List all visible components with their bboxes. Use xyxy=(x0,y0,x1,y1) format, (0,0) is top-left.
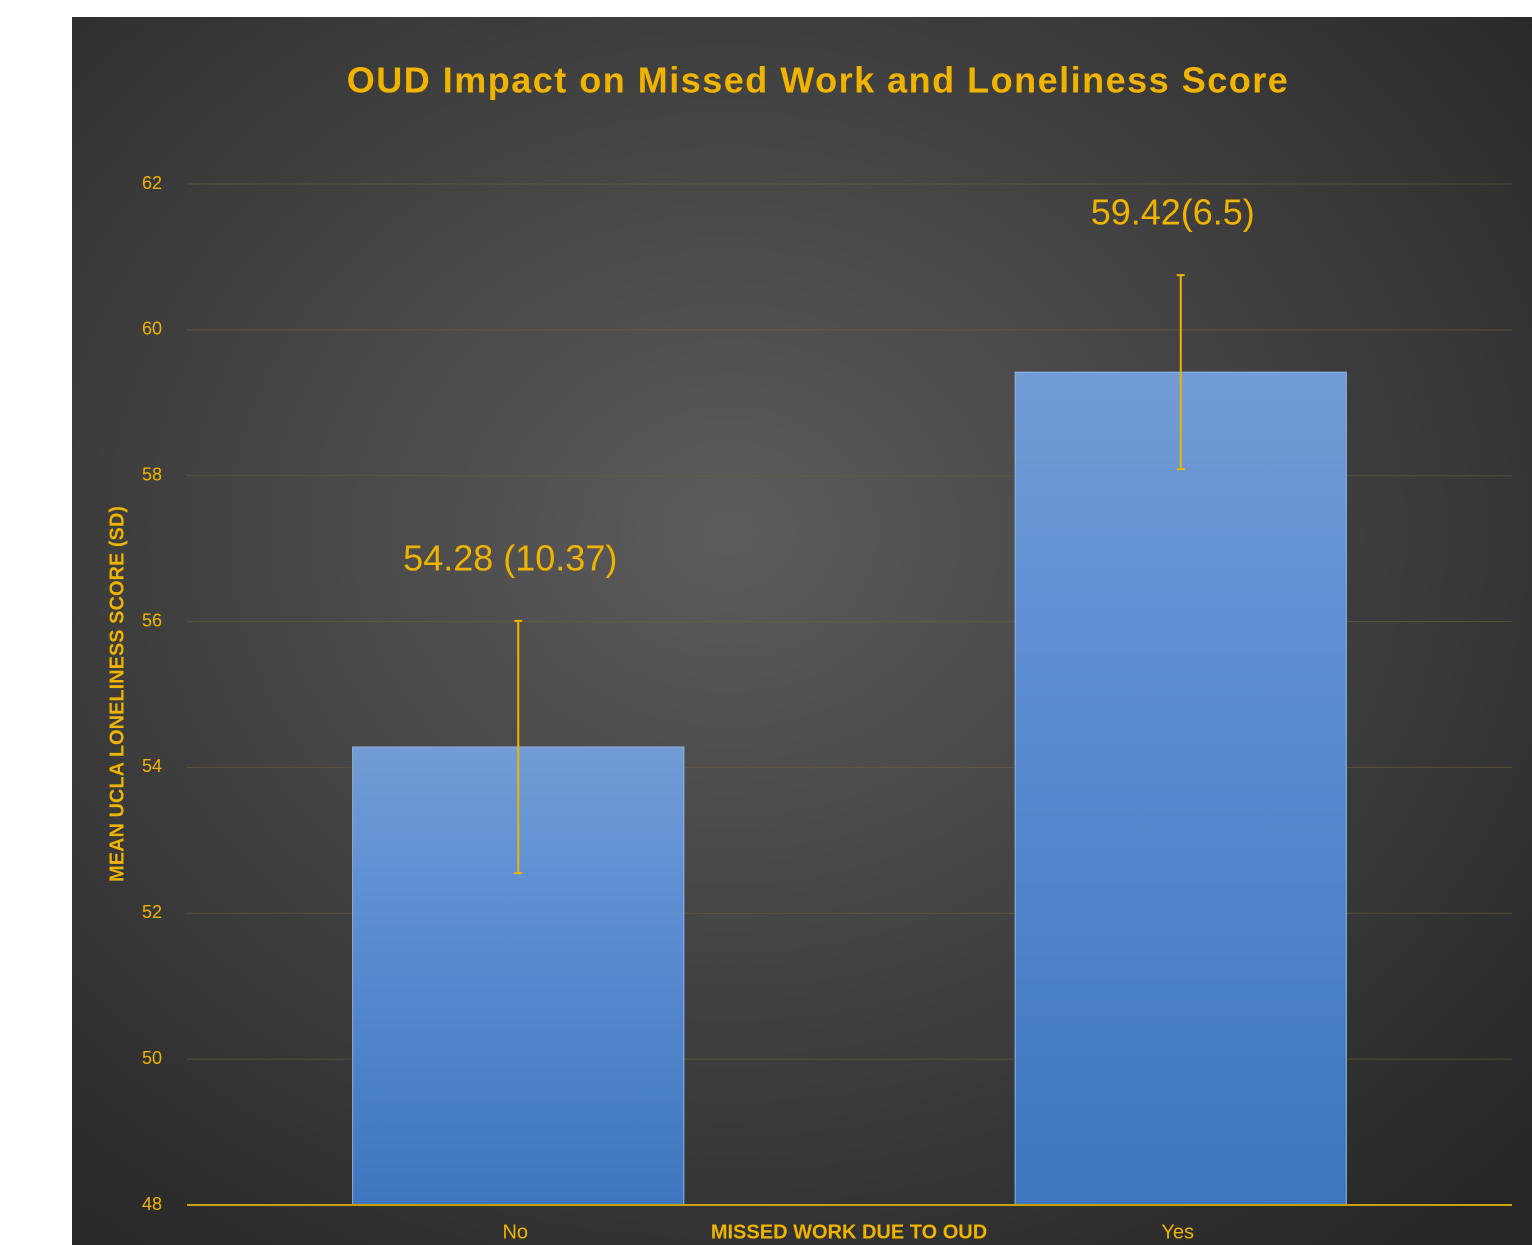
y-tick-label: 62 xyxy=(142,173,162,193)
y-tick-label: 54 xyxy=(142,756,162,776)
bar xyxy=(1014,371,1347,1206)
chart-title: OUD Impact on Missed Work and Loneliness… xyxy=(347,60,1290,101)
y-tick-label: 58 xyxy=(142,464,162,484)
y-tick-label: 56 xyxy=(142,610,162,630)
error-bar xyxy=(514,619,523,875)
x-axis-label: MISSED WORK DUE TO OUD xyxy=(711,1221,987,1243)
y-tick-label: 52 xyxy=(142,902,162,922)
x-tick-label: No xyxy=(502,1221,528,1243)
y-axis-label: MEAN UCLA LONELINESS SCORE (SD) xyxy=(106,506,128,882)
x-tick-label: Yes xyxy=(1161,1221,1194,1243)
y-tick-label: 60 xyxy=(142,319,162,339)
error-bar xyxy=(1176,274,1185,471)
y-tick-label: 48 xyxy=(142,1194,162,1214)
data-label: 54.28 (10.37) xyxy=(403,537,617,578)
data-label: 59.42(6.5) xyxy=(1091,192,1255,233)
y-tick-label: 50 xyxy=(142,1048,162,1068)
